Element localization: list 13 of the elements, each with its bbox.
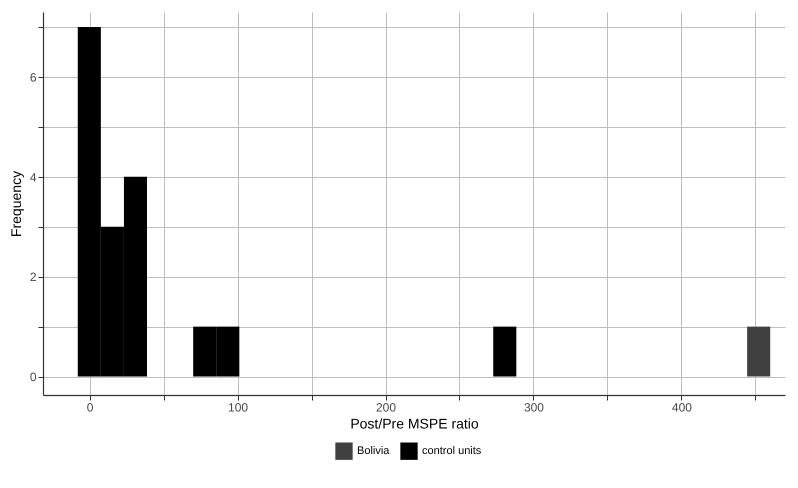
legend-label: control units xyxy=(422,445,482,458)
y-tick-label: 0 xyxy=(30,370,37,384)
y-tick-label: 4 xyxy=(30,170,37,184)
x-tick-label: 100 xyxy=(228,400,248,414)
x-tick-label: 400 xyxy=(672,400,692,414)
y-axis-title: Frequency xyxy=(8,170,24,238)
x-tick-label: 200 xyxy=(376,400,396,414)
y-tick-label: 6 xyxy=(30,70,37,84)
x-tick-label: 0 xyxy=(86,400,94,414)
legend-label: Bolivia xyxy=(357,445,390,458)
x-tick-label: 300 xyxy=(524,400,544,414)
y-tick-label: 2 xyxy=(30,270,37,284)
x-axis-title: Post/Pre MSPE ratio xyxy=(350,416,479,432)
